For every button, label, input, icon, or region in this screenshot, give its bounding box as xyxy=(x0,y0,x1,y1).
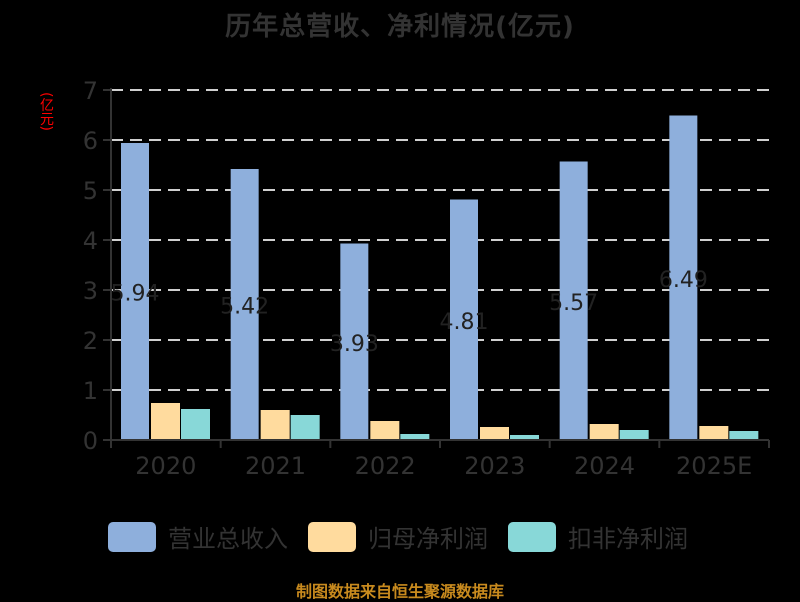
legend-item-deducted-profit[interactable]: 扣非净利润 xyxy=(508,519,688,554)
x-tick-label: 2021 xyxy=(245,452,306,480)
bar[interactable] xyxy=(619,430,649,440)
y-tick-label: 7 xyxy=(83,77,98,105)
legend-swatch-deducted-profit xyxy=(508,521,556,552)
legend-item-net-profit[interactable]: 归母净利润 xyxy=(308,519,488,554)
x-tick-label: 2020 xyxy=(135,452,196,480)
legend-swatch-net-profit xyxy=(308,521,356,552)
legend-label: 归母净利润 xyxy=(368,525,488,553)
bar[interactable] xyxy=(151,403,180,440)
data-label: 6.49 xyxy=(659,268,708,293)
legend-item-revenue[interactable]: 营业总收入 xyxy=(108,519,288,554)
y-axis-unit: (亿元) xyxy=(38,92,54,131)
y-tick-label: 2 xyxy=(83,327,98,355)
bar[interactable] xyxy=(370,421,400,440)
bar[interactable] xyxy=(450,199,478,441)
bar[interactable] xyxy=(510,435,539,440)
data-label: 5.57 xyxy=(549,291,598,316)
bar[interactable] xyxy=(230,169,259,440)
x-tick-label: 2023 xyxy=(464,452,525,480)
x-tick-label: 2024 xyxy=(574,452,635,480)
data-source-footer: 制图数据来自恒生聚源数据库 xyxy=(295,582,504,601)
bar-chart: 0 1 2 3 4 5 6 7 2020 2021 2022 2023 2024 2025E 5.94 5.4… xyxy=(83,77,770,480)
bar[interactable] xyxy=(669,115,698,441)
legend-label: 扣非净利润 xyxy=(568,525,688,553)
data-label: 3.93 xyxy=(330,332,379,357)
y-tick-label: 5 xyxy=(83,177,98,205)
bar[interactable] xyxy=(181,409,210,440)
y-tick-label: 3 xyxy=(83,277,98,305)
bar[interactable] xyxy=(400,434,430,440)
bar[interactable] xyxy=(699,426,729,440)
bar[interactable] xyxy=(589,424,619,440)
data-label: 5.94 xyxy=(111,282,160,307)
y-tick-label: 0 xyxy=(83,427,98,455)
chart-title: 历年总营收、净利情况(亿元) xyxy=(225,12,575,42)
legend: 营业总收入 归母净利润 扣非净利润 xyxy=(108,519,708,554)
y-tick-label: 4 xyxy=(83,227,98,255)
bar[interactable] xyxy=(559,161,588,441)
bar[interactable] xyxy=(480,427,509,440)
legend-swatch-revenue xyxy=(108,521,156,552)
data-label: 5.42 xyxy=(220,295,269,320)
bar[interactable] xyxy=(260,410,290,440)
bar[interactable] xyxy=(290,415,320,440)
y-tick-label: 6 xyxy=(83,127,98,155)
x-tick-label: 2022 xyxy=(355,452,416,480)
x-tick-label: 2025E xyxy=(676,452,752,480)
data-label: 4.81 xyxy=(440,310,489,335)
y-tick-label: 1 xyxy=(83,377,98,405)
bar[interactable] xyxy=(121,143,149,440)
bar[interactable] xyxy=(340,243,369,441)
legend-label: 营业总收入 xyxy=(168,525,288,553)
bar[interactable] xyxy=(729,431,759,440)
